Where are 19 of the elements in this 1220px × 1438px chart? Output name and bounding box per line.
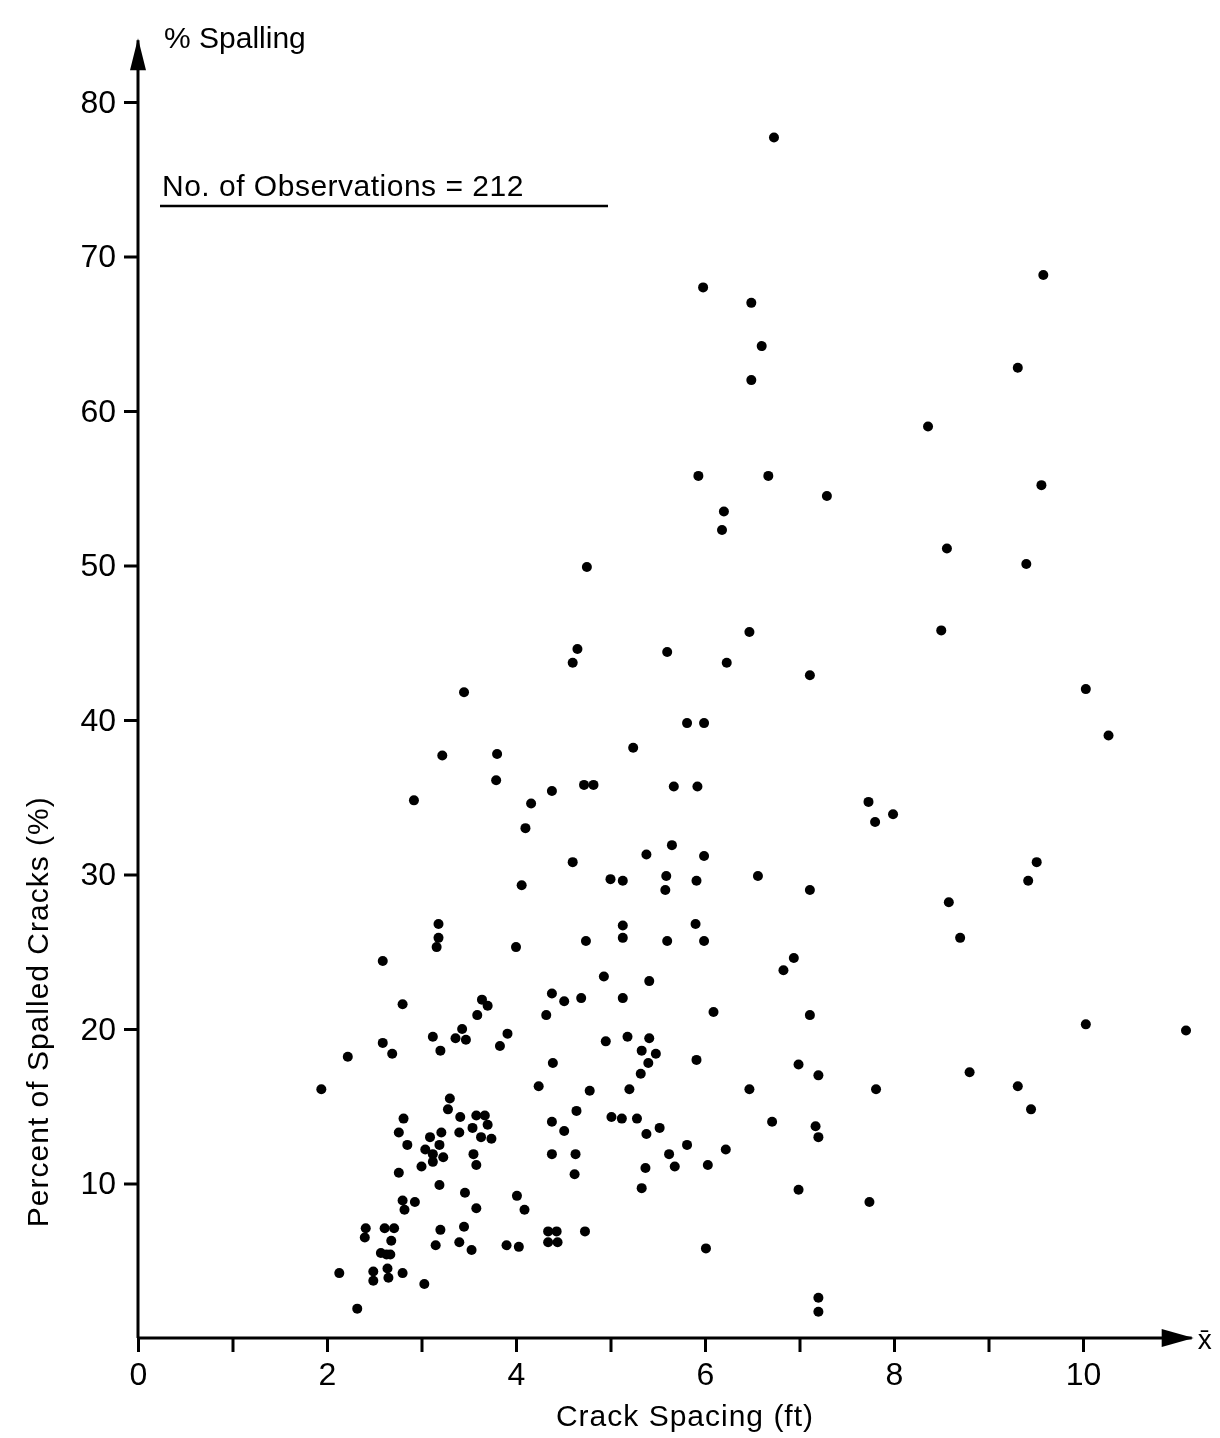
x-tick-label: 8 [885, 1355, 904, 1392]
y-tick-label: 70 [80, 238, 116, 275]
x-axis-title: Crack Spacing (ft) [555, 1399, 815, 1432]
annotation: % Spalling [164, 21, 306, 54]
text: x̄ [1197, 1324, 1212, 1355]
x-tick-label: 0 [129, 1355, 148, 1392]
y-tick-label: 80 [80, 83, 116, 120]
x-tick-label: 2 [318, 1355, 337, 1392]
y-tick-label: 40 [80, 701, 116, 738]
annotation: No. of Observations = 212 [162, 169, 524, 202]
x-tick-label: 4 [507, 1355, 526, 1392]
y-axis-title: Percent of Spalled Cracks (%) [21, 796, 54, 1228]
x-tick-label: 10 [1065, 1355, 1102, 1392]
y-tick-label: 20 [80, 1010, 116, 1047]
y-tick-label: 10 [80, 1165, 116, 1202]
y-tick-label: 30 [80, 856, 116, 893]
y-tick-label: 50 [80, 547, 116, 584]
y-tick-label: 60 [80, 392, 116, 429]
x-tick-label: 6 [696, 1355, 715, 1392]
